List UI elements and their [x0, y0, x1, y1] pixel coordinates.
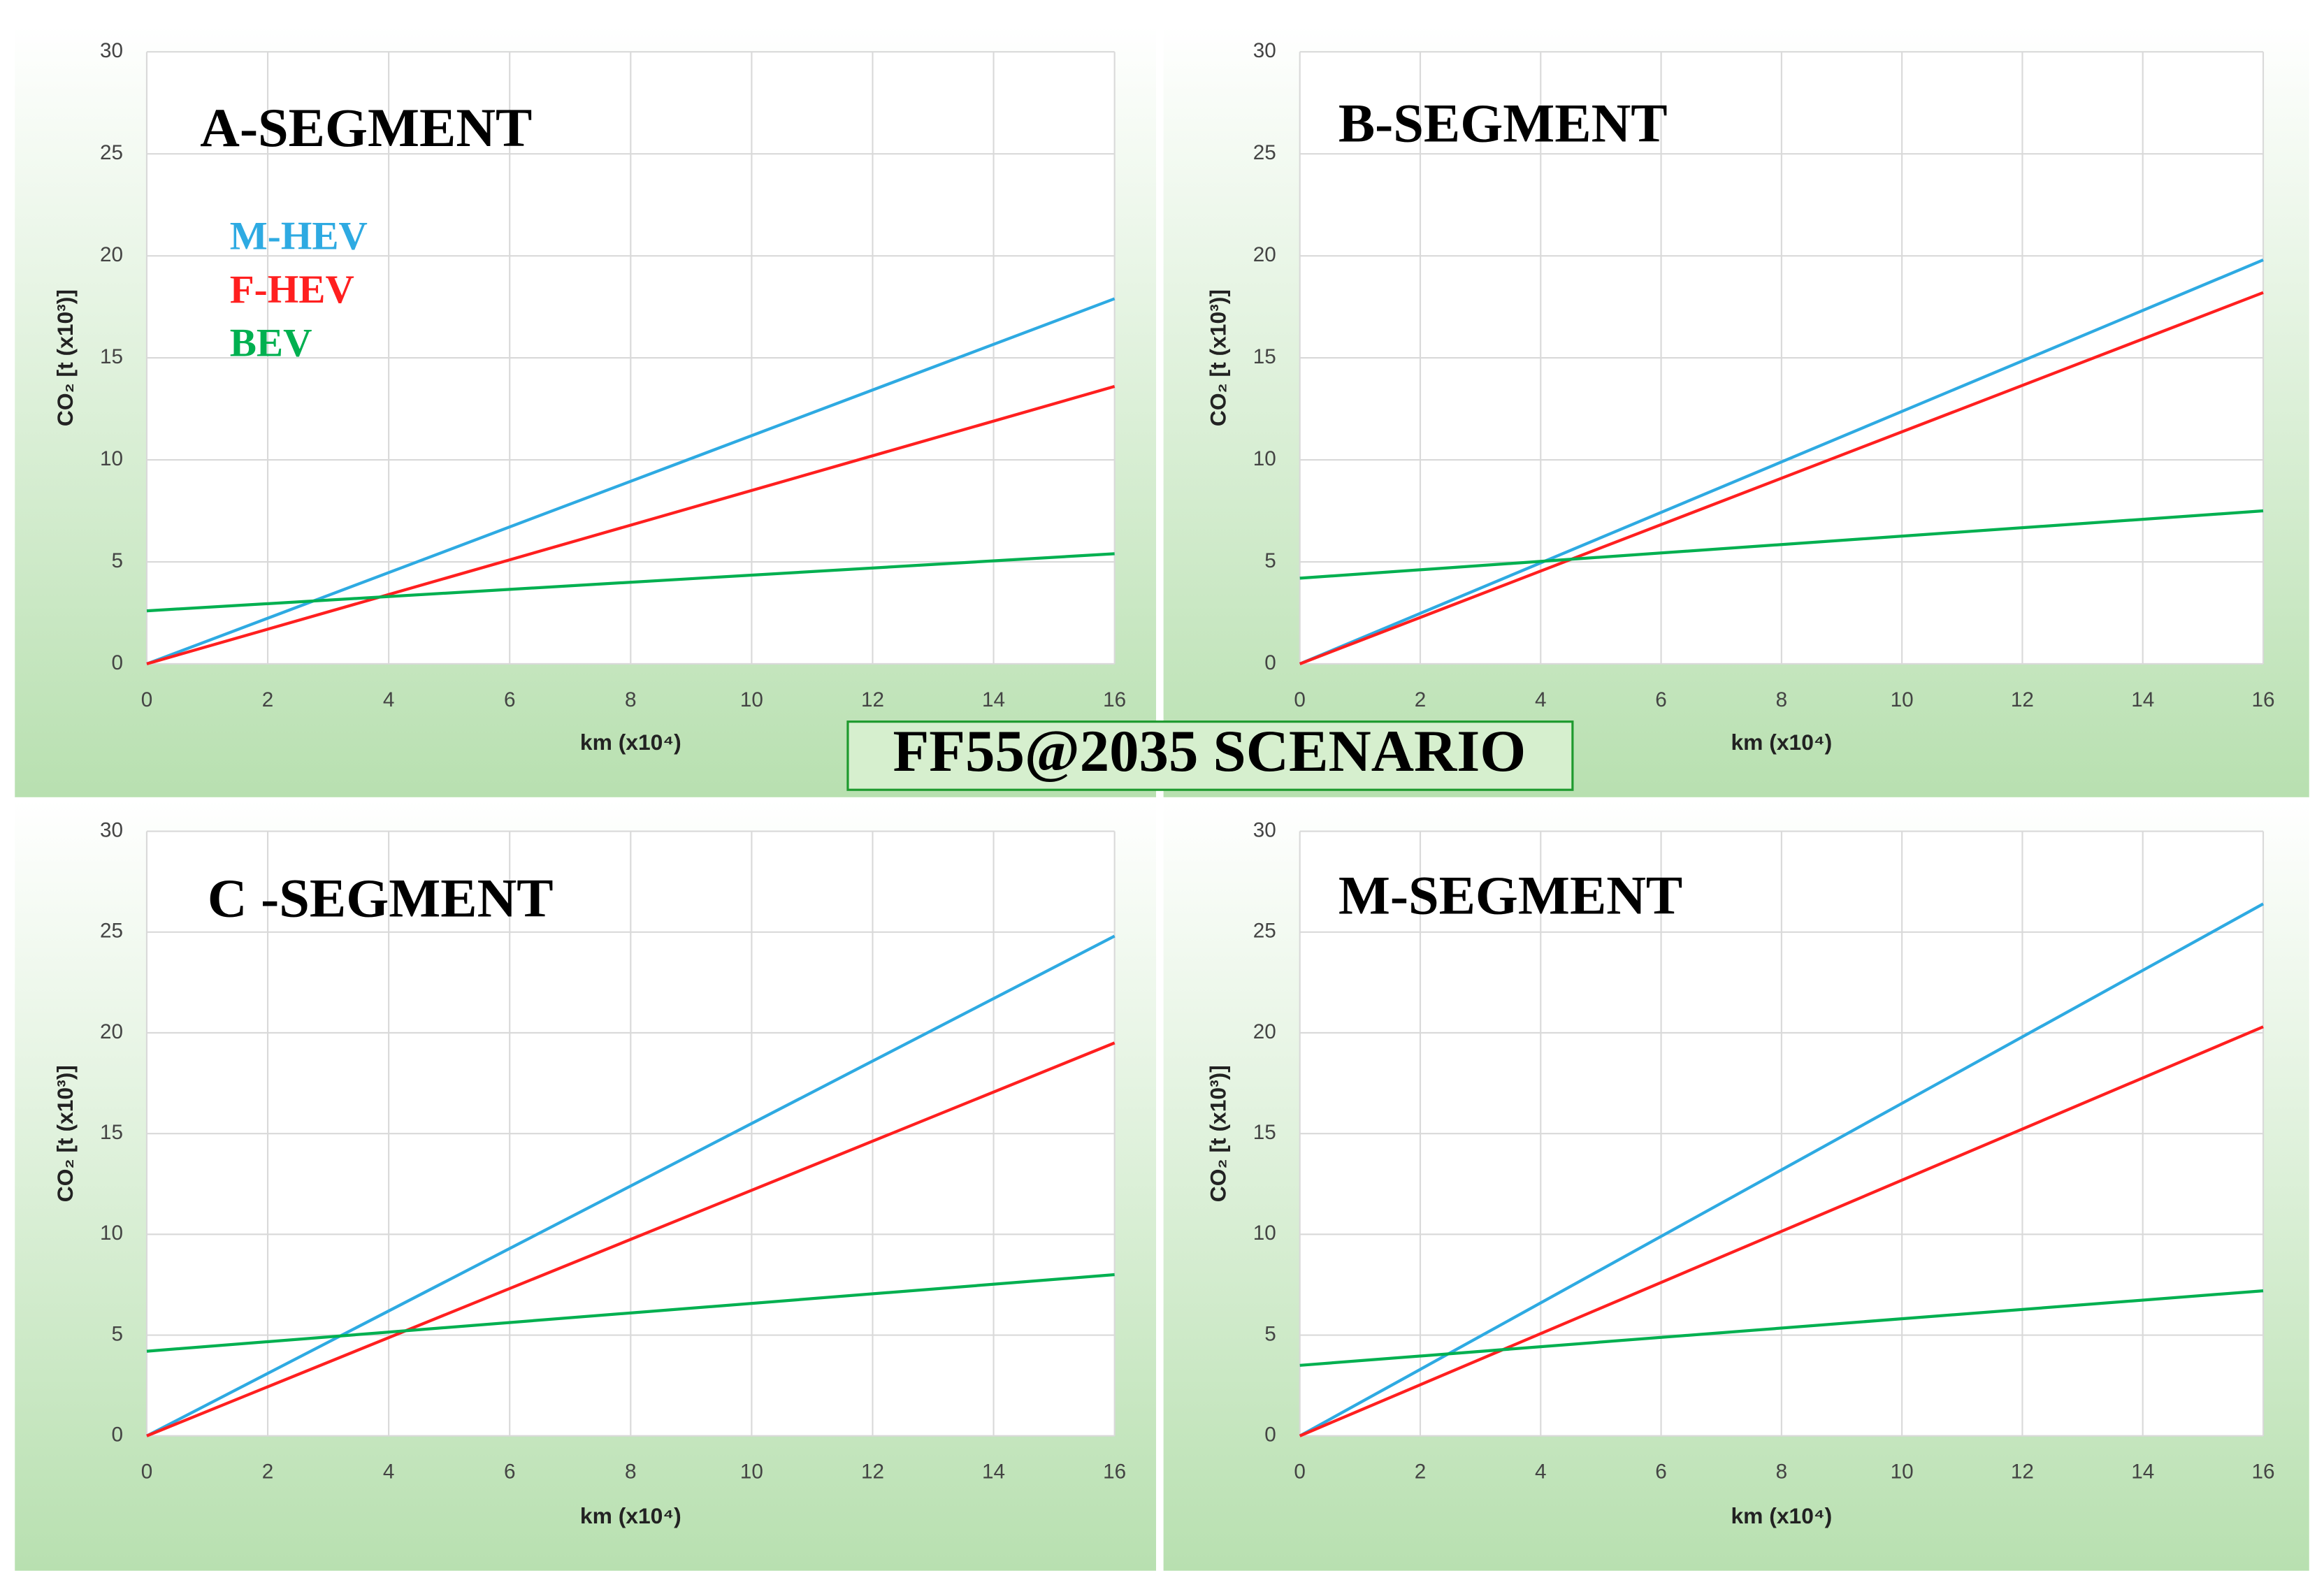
- y-tick-label: 30: [100, 818, 123, 841]
- y-tick-label: 10: [1253, 1222, 1276, 1245]
- y-tick-label: 15: [1253, 345, 1276, 368]
- y-tick-label: 0: [112, 1423, 124, 1447]
- x-axis-label: km (x10⁴): [1731, 730, 1832, 755]
- x-tick-label: 4: [1535, 688, 1547, 711]
- y-tick-label: 15: [100, 345, 123, 368]
- y-tick-label: 0: [112, 651, 124, 674]
- series-line: [146, 384, 1116, 666]
- y-tick-label: 5: [112, 1322, 124, 1345]
- y-tick-label: 20: [1253, 1020, 1276, 1043]
- x-tick-label: 4: [383, 1461, 395, 1484]
- x-axis-label: km (x10⁴): [580, 730, 681, 755]
- legend-entry: M-HEV: [230, 215, 368, 259]
- panel-title: C -SEGMENT: [208, 867, 554, 928]
- x-tick-label: 16: [2252, 688, 2275, 711]
- x-tick-label: 0: [1294, 688, 1306, 711]
- x-tick-label: 0: [1294, 1461, 1306, 1484]
- y-tick-label: 0: [1264, 1423, 1276, 1447]
- series-line: [146, 297, 1116, 665]
- x-tick-label: 8: [1776, 688, 1788, 711]
- x-tick-label: 4: [383, 688, 395, 711]
- y-tick-label: 25: [100, 920, 123, 943]
- scenario-box: [846, 720, 1574, 791]
- x-axis-label: km (x10⁴): [1731, 1503, 1832, 1528]
- x-tick-label: 6: [504, 688, 516, 711]
- y-tick-label: 30: [100, 39, 123, 62]
- x-tick-label: 2: [1415, 1461, 1427, 1484]
- x-tick-label: 10: [740, 1461, 763, 1484]
- x-tick-label: 2: [262, 688, 274, 711]
- x-tick-label: 16: [2252, 1461, 2275, 1484]
- x-tick-label: 0: [141, 688, 153, 711]
- x-tick-label: 12: [2011, 1461, 2034, 1484]
- panel-title: B-SEGMENT: [1338, 92, 1668, 153]
- series-line: [1299, 509, 2264, 580]
- x-tick-label: 12: [861, 688, 884, 711]
- series-line: [1299, 902, 2265, 1437]
- series-line: [1299, 259, 2264, 665]
- x-tick-label: 16: [1103, 1461, 1126, 1484]
- y-tick-label: 10: [100, 447, 123, 470]
- y-axis-label: CO₂ [t (x10³)]: [52, 1065, 78, 1202]
- x-axis-label: km (x10⁴): [580, 1503, 681, 1528]
- x-tick-label: 6: [1655, 1461, 1667, 1484]
- y-tick-label: 10: [100, 1222, 123, 1245]
- x-tick-label: 10: [1891, 688, 1914, 711]
- y-tick-label: 5: [1264, 1322, 1276, 1345]
- series-line: [1299, 1025, 2264, 1437]
- legend-entry: F-HEV: [230, 268, 354, 312]
- legend-entry: BEV: [230, 321, 312, 365]
- series-line: [1299, 291, 2264, 665]
- y-axis-label: CO₂ [t (x10³)]: [1206, 289, 1231, 426]
- x-tick-label: 16: [1103, 688, 1126, 711]
- x-tick-label: 14: [982, 1461, 1005, 1484]
- y-tick-label: 0: [1264, 651, 1276, 674]
- series-line: [146, 552, 1115, 613]
- y-tick-label: 5: [1264, 549, 1276, 572]
- x-tick-label: 0: [141, 1461, 153, 1484]
- x-tick-label: 6: [504, 1461, 516, 1484]
- x-tick-label: 12: [2011, 688, 2034, 711]
- series-line: [1299, 1289, 2264, 1367]
- y-tick-label: 15: [1253, 1121, 1276, 1144]
- x-tick-label: 4: [1535, 1461, 1547, 1484]
- series-line: [146, 1273, 1115, 1353]
- figure-title: FF55@2035 SCENARIO: [893, 718, 1527, 784]
- y-tick-label: 20: [100, 243, 123, 266]
- series-line: [146, 1041, 1116, 1437]
- x-tick-label: 8: [625, 688, 637, 711]
- x-tick-label: 8: [625, 1461, 637, 1484]
- y-tick-label: 15: [100, 1121, 123, 1144]
- x-tick-label: 6: [1655, 688, 1667, 711]
- y-axis-label: CO₂ [t (x10³)]: [52, 289, 78, 426]
- x-tick-label: 14: [982, 688, 1005, 711]
- x-tick-label: 2: [1415, 688, 1427, 711]
- y-tick-label: 30: [1253, 39, 1276, 62]
- x-tick-label: 2: [262, 1461, 274, 1484]
- x-tick-label: 10: [1891, 1461, 1914, 1484]
- y-tick-label: 25: [1253, 141, 1276, 164]
- x-tick-label: 10: [740, 688, 763, 711]
- y-axis-label: CO₂ [t (x10³)]: [1206, 1065, 1231, 1202]
- x-tick-label: 12: [861, 1461, 884, 1484]
- x-tick-label: 14: [2131, 1461, 2154, 1484]
- panel-title: A-SEGMENT: [200, 97, 532, 158]
- x-tick-label: 8: [1776, 1461, 1788, 1484]
- series-line: [145, 934, 1116, 1437]
- y-tick-label: 20: [100, 1020, 123, 1043]
- y-tick-label: 5: [112, 549, 124, 572]
- y-tick-label: 25: [1253, 920, 1276, 943]
- y-tick-label: 20: [1253, 243, 1276, 266]
- x-tick-label: 14: [2131, 688, 2154, 711]
- panel-title: M-SEGMENT: [1338, 864, 1682, 925]
- y-tick-label: 30: [1253, 818, 1276, 841]
- y-tick-label: 10: [1253, 447, 1276, 470]
- y-tick-label: 25: [100, 141, 123, 164]
